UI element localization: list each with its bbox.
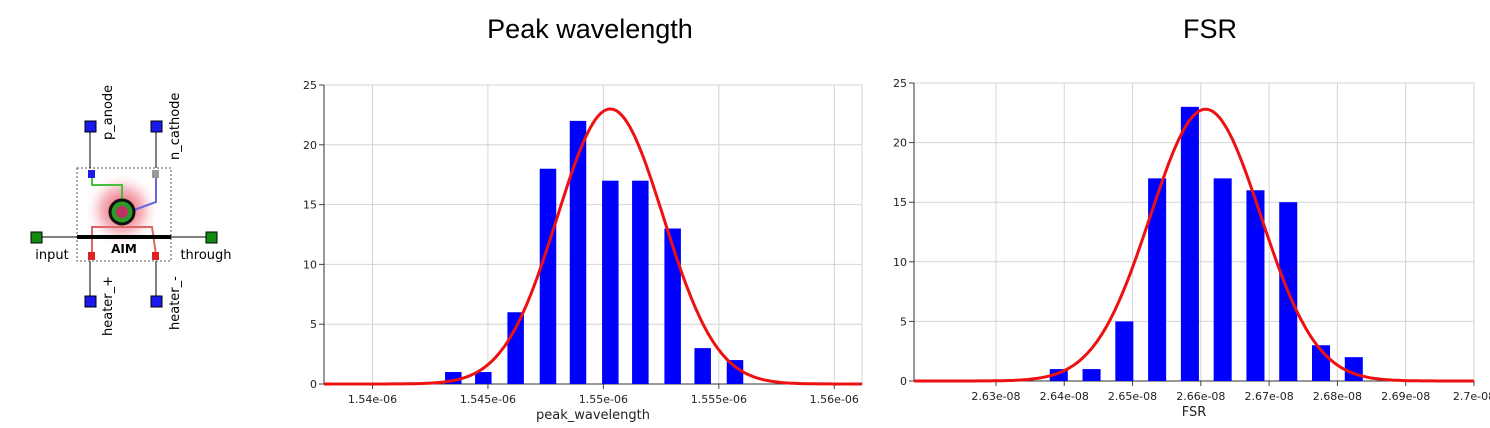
histogram-bar <box>664 228 681 384</box>
histogram-bar <box>632 180 649 384</box>
chart-title-peak-wavelength: Peak wavelength <box>487 14 693 44</box>
p-anode-label: p_anode <box>101 85 116 140</box>
through-port[interactable] <box>205 231 218 244</box>
cathode-wire <box>133 176 157 211</box>
histogram-bar <box>507 312 524 384</box>
y-tick-label: 0 <box>310 378 317 391</box>
heater-minus-port[interactable] <box>150 295 163 308</box>
y-tick-label: 25 <box>303 79 317 92</box>
histogram-bar <box>1115 321 1134 381</box>
heater-plus-label: heater_+ <box>101 276 116 336</box>
heater-minus-stub <box>152 252 159 260</box>
through-label: through <box>180 248 231 263</box>
ring-core <box>116 206 128 218</box>
component-box[interactable] <box>76 167 172 262</box>
x-tick-label: 2.63e-08 <box>971 390 1020 403</box>
histogram-bar <box>1344 357 1363 381</box>
x-tick-label: 1.56e-06 <box>810 393 859 406</box>
heater-plus-port[interactable] <box>84 295 97 308</box>
x-tick-label: 1.555e-06 <box>691 393 747 406</box>
histogram-bar <box>1049 369 1068 381</box>
histogram-bar <box>694 348 711 384</box>
anode-stub <box>88 170 95 178</box>
x-axis-label: FSR <box>1182 405 1207 420</box>
x-tick-label: 2.69e-08 <box>1381 390 1430 403</box>
x-axis-label: peak_wavelength <box>536 408 650 423</box>
x-tick-label: 2.68e-08 <box>1313 390 1362 403</box>
x-tick-label: 2.66e-08 <box>1176 390 1225 403</box>
cathode-stub <box>152 170 159 178</box>
anode-wire <box>91 176 123 200</box>
gaussian-fit-line <box>914 107 1474 383</box>
component-label: AIM <box>111 242 137 256</box>
x-tick-label: 1.545e-06 <box>460 393 516 406</box>
n-cathode-port[interactable] <box>150 120 163 133</box>
input-port[interactable] <box>30 231 43 244</box>
heater-wire <box>91 226 157 256</box>
x-tick-label: 2.64e-08 <box>1040 390 1089 403</box>
x-tick-label: 1.55e-06 <box>579 393 628 406</box>
y-tick-label: 10 <box>303 258 317 271</box>
x-tick-label: 2.7e-08 <box>1453 390 1490 403</box>
histogram-bar <box>569 120 587 384</box>
histogram-bar <box>1180 106 1199 381</box>
y-tick-label: 5 <box>310 318 317 331</box>
p-anode-port[interactable] <box>84 120 97 133</box>
y-tick-label: 5 <box>900 315 907 328</box>
histogram-bar <box>475 372 492 384</box>
input-label: input <box>35 248 68 263</box>
x-tick-label: 1.54e-06 <box>348 393 397 406</box>
x-tick-label: 2.67e-08 <box>1245 390 1294 403</box>
x-tick-label: 2.65e-08 <box>1108 390 1157 403</box>
histogram-bar <box>1082 369 1101 381</box>
chart-title-fsr: FSR <box>1183 14 1237 44</box>
heater-plus-stub <box>88 252 95 260</box>
histogram-bar <box>1148 178 1167 381</box>
y-tick-label: 15 <box>893 196 907 209</box>
histogram-bar <box>539 168 557 384</box>
y-tick-label: 10 <box>893 256 907 269</box>
histogram-bar <box>445 372 462 384</box>
y-tick-label: 15 <box>303 199 317 212</box>
y-tick-label: 25 <box>893 77 907 90</box>
heater-minus-label: heater_- <box>168 276 183 330</box>
histogram-bar <box>602 180 619 384</box>
gaussian-fit-line <box>324 107 862 386</box>
histogram-bar <box>1213 178 1232 381</box>
n-cathode-label: n_cathode <box>168 93 183 160</box>
histogram-bar <box>1246 190 1265 381</box>
component-schematic: AIM input through p_anode n_cathode heat… <box>30 85 232 336</box>
histogram-bar <box>726 360 744 384</box>
y-tick-label: 20 <box>893 137 907 150</box>
y-tick-label: 20 <box>303 139 317 152</box>
y-tick-label: 0 <box>900 375 907 388</box>
